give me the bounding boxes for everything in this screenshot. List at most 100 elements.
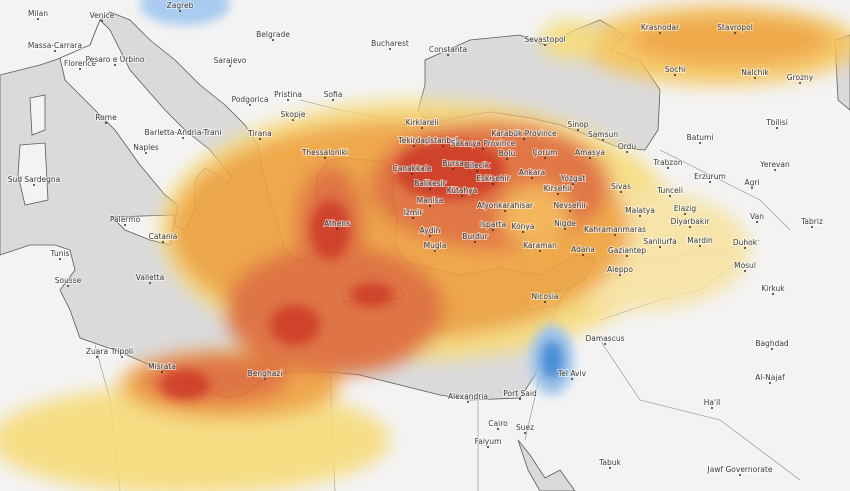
city-label: Kütahya [446, 185, 478, 197]
city-name: Zagreb [167, 1, 194, 10]
city-label: Jawf Governorate [706, 464, 774, 476]
city-name: Al-Najaf [755, 373, 785, 382]
city-dot [582, 254, 584, 256]
city-name: Sochi [665, 65, 685, 74]
city-name: Belgrade [256, 30, 290, 39]
city-name: Isparta [480, 220, 506, 229]
city-dot [412, 217, 414, 219]
city-name: Tirana [247, 129, 271, 138]
city-dot [429, 205, 431, 207]
city-label: Podgorica [231, 94, 269, 106]
city-dot [626, 151, 628, 153]
city-dot [421, 127, 423, 129]
city-label: Athens [323, 218, 351, 230]
city-dot [771, 348, 773, 350]
city-label: Naples [132, 142, 160, 154]
city-name: Aydin [420, 226, 441, 235]
city-dot [544, 44, 546, 46]
city-name: Manisa [417, 196, 443, 205]
city-label: Amasya [574, 147, 606, 159]
city-dot [744, 247, 746, 249]
city-name: Konya [512, 222, 535, 231]
city-dot [492, 183, 494, 185]
city-name: Rome [95, 113, 117, 122]
city-label: Palermo [109, 214, 142, 226]
city-name: Massa-Carrara [28, 41, 82, 50]
city-dot [272, 39, 274, 41]
city-name: Bucharest [371, 39, 409, 48]
city-dot [429, 188, 431, 190]
city-name: Sarajevo [214, 56, 247, 65]
city-name: Tabuk [598, 458, 621, 467]
city-label: Kirklareli [405, 117, 439, 129]
city-dot [711, 407, 713, 409]
city-dot [659, 32, 661, 34]
city-label: Elazig [673, 203, 697, 215]
city-label: Zuara [85, 346, 109, 358]
city-dot [754, 77, 756, 79]
city-label: Trabzon [651, 157, 684, 169]
city-name: Florence [64, 59, 96, 68]
city-dot [96, 356, 98, 358]
city-label: Ha'il [703, 397, 721, 409]
city-label: Sousse [54, 275, 83, 287]
city-name: Tunis [50, 249, 70, 258]
city-label: Florence [63, 58, 97, 70]
city-dot [324, 157, 326, 159]
city-label: Çorum [532, 147, 558, 159]
city-dot [474, 241, 476, 243]
city-label: Tabriz [799, 216, 824, 228]
city-label: Port Said [502, 388, 538, 400]
city-label: Aydin [419, 225, 442, 237]
city-label: Kirkuk [760, 283, 786, 295]
city-name: Erzurum [694, 172, 726, 181]
city-name: Kütahya [447, 186, 478, 195]
city-dot [447, 54, 449, 56]
city-label: Kahramanmaras [583, 224, 647, 236]
city-label: Grozny [786, 72, 815, 84]
city-name: Tabriz [800, 217, 823, 226]
city-label: Sofia [323, 89, 343, 101]
city-dot [614, 234, 616, 236]
city-name: Tekirdag [397, 136, 430, 145]
city-dot [287, 99, 289, 101]
city-dot [522, 231, 524, 233]
city-label: Tbilisi [764, 117, 789, 129]
city-name: Nevsehir [553, 201, 587, 210]
city-dot [609, 467, 611, 469]
city-dot [604, 343, 606, 345]
city-label: Sud Sardegna [7, 174, 61, 186]
city-name: Pesaro e Urbino [85, 55, 144, 64]
city-name: Bursa [442, 159, 464, 168]
city-label: Aleppo [606, 264, 634, 276]
city-dot [506, 158, 508, 160]
city-name: Yozgat [560, 174, 585, 183]
city-labels: Zagreb Milan Venice Massa-Carrara FlorencePe… [7, 0, 824, 476]
city-label: Gaziantep [607, 245, 647, 257]
city-label: Karabük Province [490, 128, 558, 140]
city-dot [67, 285, 69, 287]
city-label: Sakarya Province [450, 138, 517, 150]
city-name: Catania [149, 232, 178, 241]
city-label: Benghazi [247, 368, 283, 380]
city-name: Nalchik [741, 68, 769, 77]
city-dot [336, 228, 338, 230]
city-label: Al-Najaf [754, 372, 786, 384]
city-dot [674, 74, 676, 76]
city-dot [659, 246, 661, 248]
city-label: Venice [89, 10, 116, 22]
city-dot [161, 371, 163, 373]
city-dot [264, 378, 266, 380]
city-name: Sofia [324, 90, 343, 99]
city-label: Erzurum [693, 171, 727, 183]
city-label: Yerevan [758, 159, 791, 171]
city-name: Faiyum [475, 437, 502, 446]
city-dot [811, 226, 813, 228]
city-dot [411, 173, 413, 175]
city-dot [756, 221, 758, 223]
city-dot [59, 258, 61, 260]
city-name: Batumi [687, 133, 714, 142]
corsica [29, 94, 46, 136]
city-label: Pristina [273, 89, 303, 101]
